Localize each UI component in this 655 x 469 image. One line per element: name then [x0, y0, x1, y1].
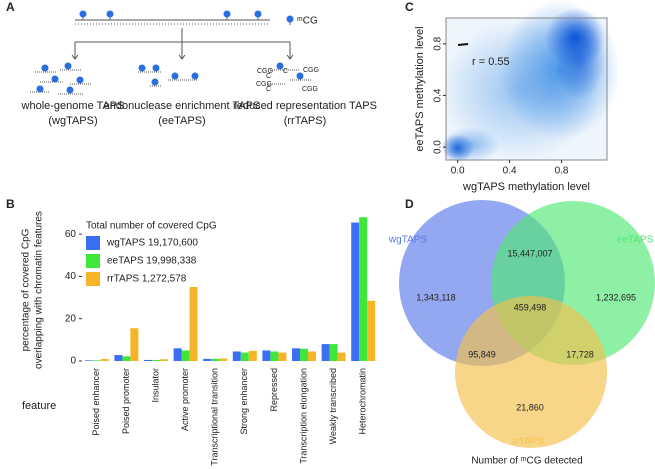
x-axis-label: wgTAPS methylation level	[462, 181, 590, 193]
region-value: 459,498	[514, 302, 547, 312]
method-short: (eeTAPS)	[158, 115, 205, 127]
x-tick-label: 0.4	[503, 166, 517, 177]
bar	[232, 351, 241, 361]
x-tick-label: Transcriptional transition	[210, 368, 220, 466]
bar	[92, 360, 101, 361]
region-value: 95,849	[468, 349, 496, 359]
set-label: eeTAPS	[617, 235, 654, 246]
bar	[240, 352, 249, 361]
bar	[203, 358, 212, 361]
y-tick-label: 0	[70, 356, 76, 367]
region-value: 15,447,007	[507, 248, 552, 258]
region-value: 21,860	[516, 402, 544, 412]
y-tick-label: 20	[65, 313, 77, 324]
y-tick-label: 0.0	[433, 140, 444, 154]
bar	[248, 350, 257, 361]
bar	[337, 352, 346, 361]
venn-caption: Number of ᵐCG detected	[471, 456, 582, 467]
y-axis-label: percentage of covered CpG	[21, 228, 32, 351]
method-short: (wgTAPS)	[48, 115, 97, 127]
x-axis-label: feature	[22, 400, 56, 412]
bar	[189, 287, 198, 361]
site-label: C	[283, 68, 288, 75]
method-name: endonuclease enrichment TAPS	[104, 100, 261, 112]
bar	[211, 358, 220, 361]
site-label: C	[266, 86, 271, 93]
panel-label: A	[6, 0, 15, 14]
bar	[359, 217, 368, 361]
y-tick-label: 60	[65, 229, 77, 240]
annotation: r = 0.55	[472, 56, 510, 68]
bar	[300, 348, 308, 361]
y-tick-label: 40	[65, 271, 77, 282]
site-label: CGG	[303, 67, 319, 74]
method-short: (rrTAPS)	[284, 115, 327, 127]
region-value: 1,232,695	[596, 292, 636, 302]
legend-swatch	[86, 272, 100, 286]
plot-frame	[445, 17, 608, 161]
bar	[122, 356, 131, 361]
y-axis-label: eeTAPS methylation level	[414, 26, 426, 151]
panel-label: B	[6, 197, 15, 211]
y-tick-label: 0.8	[433, 36, 444, 50]
bar	[84, 360, 93, 361]
legend-swatch	[86, 254, 100, 268]
bar	[321, 344, 330, 361]
methyl-marks	[36, 10, 304, 94]
legend-label: ᵐCG	[297, 16, 318, 27]
site-label: C	[266, 73, 271, 80]
bar	[292, 348, 301, 361]
legend-label: rrTAPS 1,272,578	[107, 274, 187, 285]
density-image	[440, 0, 620, 163]
bar	[173, 348, 182, 361]
site-label: CGG	[257, 68, 273, 75]
bar	[114, 355, 123, 361]
bar	[262, 350, 271, 361]
region-value: 1,343,118	[416, 292, 455, 302]
x-tick-label: Poised enhancer	[91, 368, 101, 436]
x-tick-label: Heterochromatin	[358, 368, 368, 435]
legend-label: eeTAPS 19,998,338	[107, 256, 197, 267]
x-tick-label: Repressed	[269, 368, 279, 412]
set-circle	[455, 296, 607, 448]
x-tick-label: Insulator	[150, 368, 160, 403]
x-tick-label: Poised promoter	[121, 368, 131, 434]
x-tick-label: Transcription elongation	[298, 368, 308, 464]
bar	[181, 350, 190, 361]
method-name: reduced representation TAPS	[233, 100, 377, 112]
bar	[219, 358, 228, 361]
panel-label: C	[405, 0, 414, 14]
x-tick-label: Active promoter	[180, 368, 190, 431]
bar	[100, 358, 109, 361]
panel-a-diagram	[30, 19, 312, 95]
legend-title: Total number of covered CpG	[86, 221, 217, 232]
method-name: whole-genome TAPS	[21, 100, 125, 112]
set-label: rrTAPS	[512, 437, 544, 448]
site-label: CGG	[256, 81, 272, 88]
bar	[152, 359, 160, 361]
bar	[159, 359, 168, 361]
bar	[130, 328, 139, 361]
site-label: CGG	[302, 86, 318, 93]
region-value: 17,728	[566, 349, 594, 359]
set-label: wgTAPS	[388, 235, 427, 246]
x-tick-label: 0.0	[451, 166, 465, 177]
bar	[367, 300, 376, 361]
bar	[144, 359, 153, 361]
x-tick-label: Strong enhancer	[239, 368, 249, 435]
bar	[307, 351, 316, 361]
y-tick-label: 0.4	[433, 88, 444, 102]
x-tick-label: 0.8	[555, 166, 569, 177]
bar	[278, 352, 287, 361]
bar	[270, 351, 279, 361]
panel-label: D	[405, 197, 414, 211]
bar	[351, 222, 360, 361]
legend-swatch	[86, 236, 100, 250]
bar	[329, 344, 338, 361]
x-tick-label: Weakly transcribed	[328, 368, 338, 444]
y-axis-label: overlapping with chromatin features	[34, 211, 45, 369]
legend-label: wgTAPS 19,170,600	[106, 238, 198, 249]
